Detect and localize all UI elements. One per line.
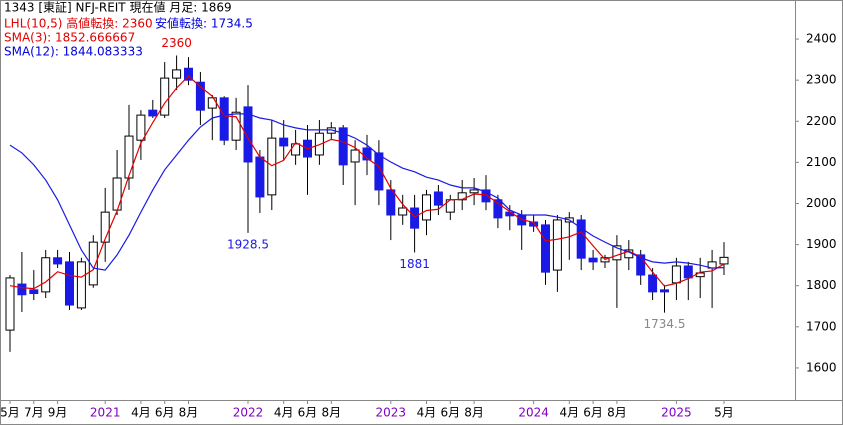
- candle-body: [671, 265, 681, 284]
- candle-body: [65, 261, 74, 306]
- candle-body: [719, 256, 729, 265]
- candle-body: [481, 189, 491, 203]
- candle-body: [53, 257, 63, 265]
- x-tick-label: 4月: [274, 406, 294, 420]
- candle-body: [588, 257, 598, 263]
- x-tick-label: 4月: [131, 406, 151, 420]
- x-tick-label: 8月: [321, 406, 341, 420]
- x-tick-label: 6月: [155, 406, 175, 420]
- candle-body: [279, 137, 289, 147]
- y-tick-label: 2100: [806, 155, 837, 169]
- y-tick-label: 1900: [806, 237, 837, 251]
- candle-body: [541, 224, 550, 273]
- header-text: LHL(10,5) 高値転換: 2360: [4, 16, 153, 31]
- candle-body: [493, 199, 503, 219]
- y-tick-label: 2200: [806, 114, 837, 128]
- x-tick-label: 5月: [0, 406, 20, 420]
- x-tick-label: 4月: [559, 406, 579, 420]
- header-text: SMA(12): 1844.083333: [4, 45, 143, 59]
- candle-body: [207, 97, 217, 109]
- candle-body: [5, 277, 15, 331]
- candle-body: [422, 194, 431, 221]
- candle-body: [88, 241, 98, 286]
- y-tick-label: 1600: [806, 360, 837, 374]
- candle-body: [291, 143, 301, 156]
- candle-body: [112, 177, 122, 211]
- candle-body: [195, 81, 205, 111]
- x-tick-label: 2022: [233, 406, 264, 420]
- x-tick-label: 6月: [583, 406, 603, 420]
- candle-body: [255, 156, 265, 198]
- candle-body: [231, 111, 241, 141]
- candle-body: [148, 109, 158, 117]
- x-tick-label: 7月: [24, 406, 44, 420]
- candle-body: [374, 152, 384, 191]
- candle-body: [410, 207, 420, 229]
- x-tick-label: 8月: [464, 406, 484, 420]
- candle-body: [660, 289, 669, 293]
- candle-body: [160, 77, 170, 116]
- candle-body: [184, 67, 193, 81]
- candle-body: [469, 189, 479, 194]
- x-tick-label: 8月: [179, 406, 199, 420]
- candle-body: [683, 265, 693, 279]
- annotation: 1881: [399, 257, 430, 271]
- header-text: 安値転換: 1734.5: [155, 16, 253, 31]
- x-tick-label: 6月: [298, 406, 318, 420]
- y-tick-label: 2000: [806, 196, 837, 210]
- x-tick-label: 2025: [661, 406, 692, 420]
- header-text: SMA(3): 1852.666667: [4, 31, 135, 45]
- candle-body: [29, 289, 39, 295]
- candle-body: [219, 97, 229, 141]
- x-tick-label: 5月: [714, 406, 734, 420]
- header-text: 1343 [東証] NFJ-REIT 現在値 月足: 1869: [4, 0, 232, 15]
- candle-body: [267, 137, 277, 196]
- candle-body: [552, 219, 562, 271]
- candle-body: [398, 207, 408, 216]
- candle-body: [136, 114, 146, 141]
- y-tick-label: 2300: [806, 73, 837, 87]
- annotation: 1928.5: [227, 237, 269, 251]
- x-tick-label: 4月: [417, 406, 437, 420]
- candle-body: [76, 261, 86, 309]
- candle-body: [124, 135, 134, 179]
- annotation: 1734.5: [644, 317, 686, 331]
- x-tick-label: 2021: [90, 406, 121, 420]
- candle-body: [433, 191, 443, 206]
- x-tick-label: 9月: [48, 406, 68, 420]
- candle-body: [636, 254, 646, 276]
- x-tick-label: 6月: [440, 406, 460, 420]
- x-tick-label: 2023: [376, 406, 407, 420]
- sma-line: [9, 113, 725, 271]
- y-tick-label: 1800: [806, 278, 837, 292]
- candle-body: [576, 219, 586, 259]
- candle-body: [243, 106, 253, 163]
- x-tick-label: 8月: [607, 406, 627, 420]
- candle-body: [648, 274, 658, 293]
- sma-line: [9, 75, 725, 290]
- candle-body: [100, 211, 110, 243]
- y-tick-label: 1700: [806, 319, 837, 333]
- candle-body: [41, 257, 51, 293]
- y-tick-label: 2400: [806, 32, 837, 46]
- candle-body: [17, 283, 27, 296]
- candle-body: [386, 189, 396, 216]
- annotation: 2360: [161, 36, 192, 50]
- candle-body: [338, 127, 348, 166]
- candle-body: [350, 149, 360, 163]
- x-tick-label: 2024: [518, 406, 549, 420]
- candle-body: [172, 69, 182, 79]
- candle-body: [612, 245, 622, 261]
